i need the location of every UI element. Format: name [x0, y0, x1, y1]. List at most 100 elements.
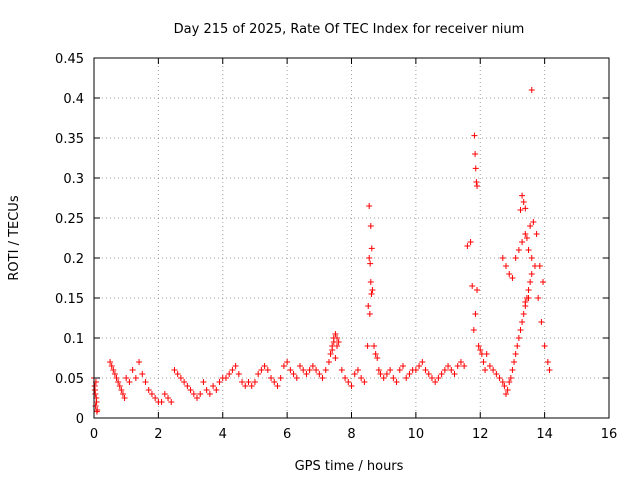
data-point — [334, 335, 341, 341]
data-point — [523, 235, 530, 241]
data-point — [474, 183, 481, 189]
data-point — [511, 359, 518, 365]
data-point — [203, 387, 210, 393]
chart-title: Day 215 of 2025, Rate Of TEC Index for r… — [174, 22, 525, 37]
data-point — [473, 179, 480, 185]
data-point — [483, 351, 490, 357]
data-point — [503, 263, 509, 269]
data-point — [258, 367, 265, 373]
data-point — [486, 363, 493, 369]
data-point — [475, 343, 482, 349]
x-tick-label: 12 — [472, 427, 489, 442]
data-point — [145, 387, 152, 393]
data-point — [322, 367, 329, 373]
data-point — [374, 355, 381, 361]
data-point — [517, 327, 524, 333]
data-point — [332, 331, 339, 337]
data-point — [290, 371, 297, 377]
data-point — [504, 387, 511, 393]
data-point — [174, 371, 181, 377]
data-point — [509, 367, 516, 373]
data-point — [467, 239, 474, 245]
data-point — [368, 245, 375, 252]
data-point — [113, 375, 120, 381]
data-point — [517, 207, 524, 213]
data-point — [525, 247, 532, 253]
data-point — [110, 367, 117, 373]
data-point — [368, 291, 375, 297]
data-point — [520, 311, 527, 317]
data-point — [528, 255, 535, 261]
data-point — [540, 279, 547, 285]
data-point — [432, 379, 439, 385]
data-point — [480, 359, 487, 365]
data-point — [123, 375, 130, 381]
data-point — [126, 379, 133, 385]
data-point — [522, 231, 529, 237]
data-point — [419, 359, 426, 365]
data-point — [115, 379, 122, 385]
data-point — [367, 223, 374, 229]
data-point — [300, 367, 307, 373]
data-point — [541, 343, 548, 349]
data-point — [316, 371, 323, 377]
data-point — [525, 287, 532, 293]
data-point — [181, 379, 188, 385]
data-point — [229, 367, 236, 373]
data-point — [168, 399, 175, 405]
data-point — [493, 371, 500, 377]
data-point — [464, 243, 471, 249]
data-point — [461, 363, 468, 369]
data-point — [425, 371, 432, 377]
data-point — [107, 359, 114, 365]
data-point — [366, 203, 373, 209]
data-point — [544, 359, 551, 365]
data-point — [213, 387, 220, 393]
grid-lines — [94, 58, 609, 418]
y-tick-label: 0.3 — [63, 172, 84, 187]
data-point — [365, 303, 372, 309]
data-point — [454, 363, 461, 369]
data-point — [327, 351, 334, 357]
data-point — [519, 239, 526, 245]
data-point — [235, 371, 242, 377]
data-point — [536, 263, 543, 269]
data-point — [277, 375, 284, 381]
data-point — [390, 375, 397, 381]
y-tick-label: 0.2 — [63, 252, 84, 267]
data-point — [366, 311, 373, 317]
data-point — [372, 351, 379, 357]
data-point — [490, 367, 497, 373]
data-point — [400, 363, 406, 369]
data-point — [338, 367, 345, 373]
data-point — [152, 395, 159, 401]
data-point — [506, 271, 513, 277]
data-point — [519, 319, 526, 325]
data-point — [366, 255, 373, 261]
data-point — [206, 391, 213, 397]
data-point — [525, 295, 532, 301]
data-point — [148, 391, 155, 397]
data-point — [512, 351, 519, 357]
data-point — [354, 367, 361, 373]
data-point — [367, 260, 374, 267]
data-point — [451, 371, 458, 377]
data-point — [422, 367, 429, 373]
data-point — [501, 383, 508, 389]
data-point — [187, 387, 194, 393]
data-point — [496, 375, 503, 381]
data-point — [470, 327, 477, 333]
data-point — [371, 343, 378, 349]
data-point — [319, 375, 326, 381]
data-point — [342, 375, 349, 381]
data-point — [514, 343, 521, 349]
data-point — [293, 375, 300, 381]
data-point — [351, 371, 358, 377]
data-point — [367, 279, 374, 285]
data-point — [441, 367, 448, 373]
y-tick-label: 0.35 — [55, 132, 84, 147]
data-point — [522, 205, 529, 212]
data-point — [271, 379, 278, 385]
data-point — [535, 295, 542, 301]
